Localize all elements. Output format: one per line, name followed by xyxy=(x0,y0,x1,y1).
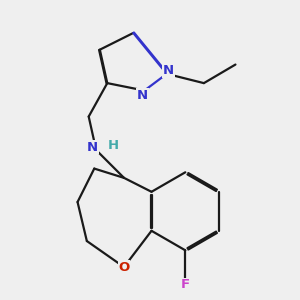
Text: N: N xyxy=(87,140,98,154)
Text: H: H xyxy=(107,139,118,152)
Text: N: N xyxy=(163,64,174,77)
Text: N: N xyxy=(137,88,148,101)
Text: F: F xyxy=(181,278,190,291)
Text: O: O xyxy=(118,260,130,274)
